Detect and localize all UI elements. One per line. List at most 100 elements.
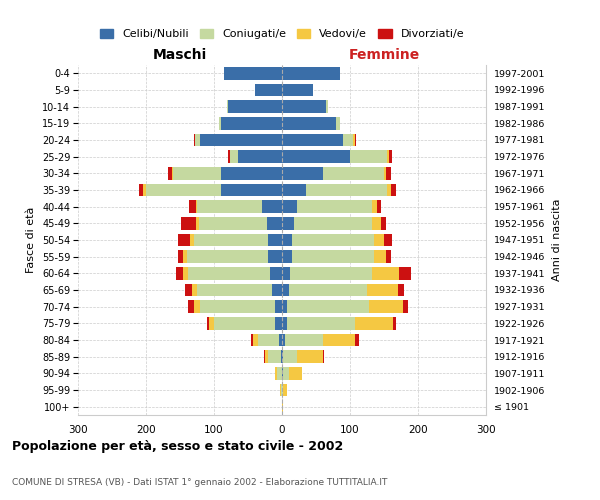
Bar [367, 284, 398, 296]
Bar [292, 250, 374, 263]
Bar [282, 200, 297, 213]
Bar [194, 134, 195, 146]
Bar [176, 267, 183, 280]
Bar [282, 317, 287, 330]
Bar [384, 167, 386, 179]
Bar [275, 300, 282, 313]
Bar [200, 300, 275, 313]
Bar [189, 200, 196, 213]
Bar [386, 250, 391, 263]
Bar [265, 350, 268, 363]
Bar [283, 350, 297, 363]
Bar [283, 367, 289, 380]
Bar [389, 150, 392, 163]
Bar [289, 284, 367, 296]
Bar [282, 134, 343, 146]
Bar [268, 234, 282, 246]
Bar [262, 200, 282, 213]
Bar [227, 100, 282, 113]
Text: Maschi: Maschi [153, 48, 207, 62]
Bar [253, 334, 258, 346]
Bar [326, 100, 328, 113]
Bar [258, 334, 278, 346]
Bar [323, 350, 324, 363]
Bar [306, 184, 388, 196]
Bar [173, 167, 221, 179]
Bar [398, 284, 404, 296]
Bar [207, 317, 209, 330]
Bar [281, 350, 282, 363]
Bar [278, 334, 282, 346]
Bar [282, 384, 283, 396]
Bar [282, 100, 326, 113]
Bar [183, 267, 188, 280]
Bar [283, 384, 287, 396]
Bar [282, 184, 306, 196]
Bar [230, 150, 238, 163]
Bar [188, 300, 194, 313]
Bar [178, 234, 190, 246]
Bar [282, 300, 287, 313]
Y-axis label: Fasce di età: Fasce di età [26, 207, 37, 273]
Bar [255, 84, 282, 96]
Bar [221, 184, 282, 196]
Bar [187, 250, 268, 263]
Bar [282, 284, 289, 296]
Text: Femmine: Femmine [349, 48, 419, 62]
Bar [268, 350, 281, 363]
Legend: Celibi/Nubili, Coniugati/e, Vedovi/e, Divorziati/e: Celibi/Nubili, Coniugati/e, Vedovi/e, Di… [100, 28, 464, 39]
Bar [275, 317, 282, 330]
Bar [282, 234, 292, 246]
Bar [172, 167, 173, 179]
Text: Popolazione per età, sesso e stato civile - 2002: Popolazione per età, sesso e stato civil… [12, 440, 343, 453]
Bar [386, 167, 391, 179]
Bar [282, 217, 294, 230]
Bar [374, 250, 386, 263]
Bar [391, 184, 396, 196]
Bar [184, 250, 187, 263]
Bar [282, 267, 290, 280]
Bar [399, 267, 411, 280]
Text: COMUNE DI STRESA (VB) - Dati ISTAT 1° gennaio 2002 - Elaborazione TUTTITALIA.IT: COMUNE DI STRESA (VB) - Dati ISTAT 1° ge… [12, 478, 388, 487]
Bar [282, 167, 323, 179]
Bar [388, 150, 389, 163]
Bar [209, 317, 214, 330]
Bar [282, 84, 313, 96]
Bar [181, 217, 196, 230]
Bar [286, 334, 323, 346]
Bar [194, 234, 268, 246]
Bar [224, 67, 282, 80]
Bar [282, 367, 283, 380]
Bar [268, 250, 282, 263]
Bar [337, 117, 340, 130]
Bar [197, 200, 262, 213]
Bar [272, 284, 282, 296]
Bar [282, 334, 286, 346]
Bar [343, 134, 353, 146]
Bar [282, 350, 283, 363]
Bar [355, 334, 359, 346]
Bar [369, 300, 403, 313]
Bar [263, 350, 265, 363]
Bar [221, 167, 282, 179]
Bar [196, 217, 199, 230]
Bar [388, 184, 391, 196]
Bar [143, 184, 146, 196]
Bar [251, 334, 253, 346]
Bar [403, 300, 409, 313]
Bar [194, 300, 200, 313]
Bar [287, 300, 369, 313]
Bar [377, 200, 380, 213]
Bar [195, 134, 200, 146]
Bar [384, 234, 392, 246]
Bar [199, 217, 267, 230]
Bar [146, 184, 221, 196]
Bar [178, 250, 184, 263]
Bar [380, 217, 386, 230]
Bar [353, 134, 355, 146]
Bar [282, 67, 340, 80]
Bar [282, 117, 337, 130]
Bar [188, 267, 270, 280]
Bar [220, 117, 221, 130]
Bar [282, 150, 350, 163]
